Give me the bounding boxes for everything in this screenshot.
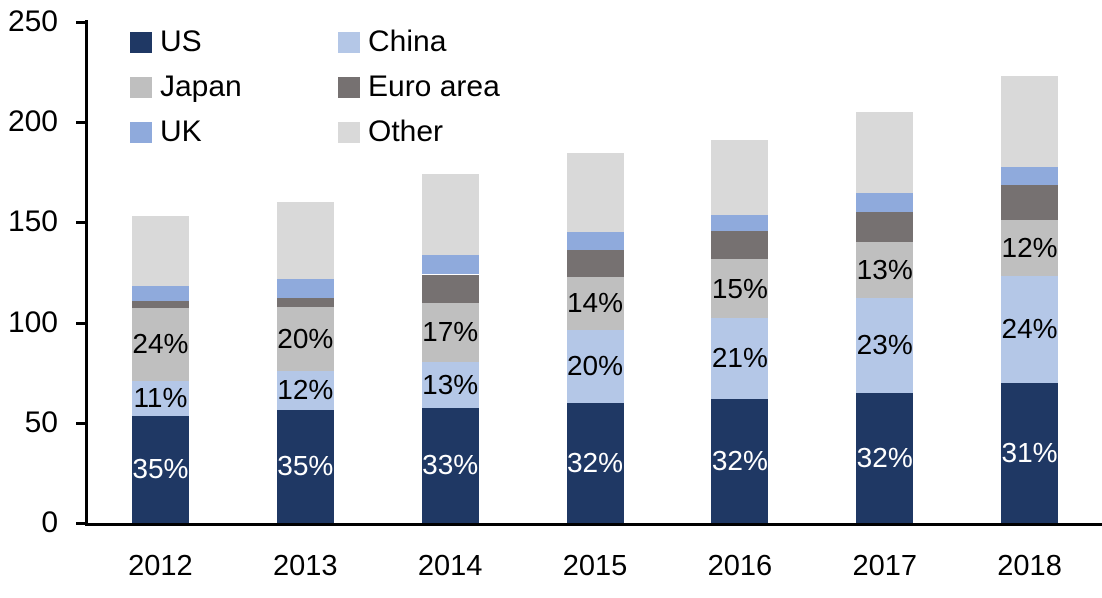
bar-segment-label: 35%: [132, 453, 189, 485]
bar-segment: [1001, 185, 1059, 221]
bar-segment-label: 14%: [566, 287, 624, 319]
bar-segment: [1001, 275, 1059, 383]
bar-segment: [711, 398, 769, 523]
bar-segment: [856, 112, 914, 194]
legend-swatch-icon: [338, 122, 360, 143]
bar-segment: [421, 274, 479, 303]
legend-label: UK: [160, 115, 202, 148]
y-axis-tick-label: 100: [7, 305, 58, 339]
bar-segment-label: 24%: [1001, 313, 1058, 345]
bar-segment-label: 13%: [422, 368, 479, 400]
bar-segment: [276, 409, 334, 523]
bar-segment: [1001, 220, 1059, 276]
bar-segment-label: 32%: [856, 441, 913, 473]
bar-segment: [131, 285, 189, 301]
bar-segment: [566, 402, 624, 523]
x-axis-label: 2014: [417, 550, 483, 582]
bar-segment: [131, 380, 189, 416]
y-axis-tick-label: 50: [24, 405, 58, 439]
y-axis-tick-mark: [76, 121, 85, 125]
bar-segment: [856, 297, 914, 393]
bar-segment-label: 12%: [277, 374, 334, 406]
legend-swatch-icon: [338, 32, 360, 53]
bar-segment: [276, 306, 334, 371]
bar-segment-label: 32%: [566, 446, 624, 478]
y-axis-tick-label: 0: [41, 506, 58, 539]
x-axis-label: 2016: [707, 550, 773, 582]
bar-segment: [711, 215, 769, 232]
bar-segment: [856, 242, 914, 298]
bar-segment: [856, 392, 914, 523]
y-axis-tick-mark: [76, 522, 85, 525]
bar-segment: [711, 317, 769, 399]
x-axis-label: 2018: [997, 550, 1062, 582]
y-axis-tick-label: 250: [7, 5, 58, 38]
bar-segment: [131, 300, 189, 308]
bar-segment: [711, 259, 769, 318]
bar-segment: [1001, 382, 1059, 523]
y-axis-line: [85, 20, 88, 526]
bar-segment-label: 17%: [422, 316, 479, 348]
y-axis-tick-mark: [76, 321, 85, 325]
x-axis-line: [85, 523, 1102, 526]
bar-segment: [421, 174, 479, 256]
bar-segment-label: 20%: [277, 322, 334, 354]
bar-segment-label: 35%: [277, 450, 334, 482]
bar-segment-label: 12%: [1001, 231, 1058, 263]
bar-segment: [276, 370, 334, 410]
bar-segment: [566, 250, 624, 277]
bar-segment-label: 23%: [856, 329, 913, 361]
bar-segment: [276, 297, 334, 307]
bar-segment: [421, 407, 479, 523]
bar-segment-label: 31%: [1001, 436, 1058, 468]
bar-segment-label: 33%: [422, 449, 479, 481]
legend-swatch-icon: [130, 77, 152, 98]
bar-segment-label: 20%: [566, 350, 624, 382]
bar-segment: [131, 216, 189, 286]
bar-segment: [856, 193, 914, 213]
bar-segment-label: 21%: [711, 342, 768, 374]
bar-segment: [276, 278, 334, 298]
bar-segment-label: 24%: [132, 328, 189, 360]
bar-segment-label: 15%: [711, 272, 768, 304]
legend-label: Other: [368, 115, 444, 148]
bar-segment: [131, 415, 189, 523]
legend-swatch-icon: [130, 32, 152, 53]
legend-swatch-icon: [130, 122, 152, 143]
bar-segment: [566, 276, 624, 330]
legend-label: US: [160, 25, 202, 58]
bar-segment: [711, 231, 769, 260]
bar-segment: [276, 202, 334, 279]
bar-segment: [1001, 167, 1059, 186]
legend-swatch-icon: [338, 77, 360, 98]
y-axis-tick-mark: [76, 421, 85, 425]
legend-label: Euro area: [368, 70, 500, 103]
y-axis-tick-label: 150: [7, 205, 58, 239]
bar-segment-label: 13%: [856, 253, 913, 285]
bar-segment: [421, 255, 479, 275]
bar-segment: [566, 153, 624, 233]
x-axis-label: 2012: [128, 550, 193, 582]
bar-segment: [131, 307, 189, 381]
bar-segment-label: 32%: [711, 444, 768, 476]
x-axis-label: 2017: [852, 550, 917, 582]
bar-segment: [566, 329, 624, 403]
bar-segment-label: 11%: [133, 382, 188, 414]
bar-segment: [711, 140, 769, 216]
y-axis-tick-label: 200: [7, 105, 58, 139]
bar-segment: [566, 232, 624, 251]
bar-segment: [421, 361, 479, 408]
bar-segment: [856, 212, 914, 243]
legend-label: Japan: [160, 70, 242, 103]
bar-segment: [421, 302, 479, 362]
y-axis-tick-mark: [76, 21, 85, 24]
legend-label: China: [368, 25, 447, 58]
y-axis-tick-mark: [76, 221, 85, 225]
x-axis-label: 2015: [562, 550, 628, 582]
x-axis-label: 2013: [273, 550, 338, 582]
bar-segment: [1001, 76, 1059, 168]
